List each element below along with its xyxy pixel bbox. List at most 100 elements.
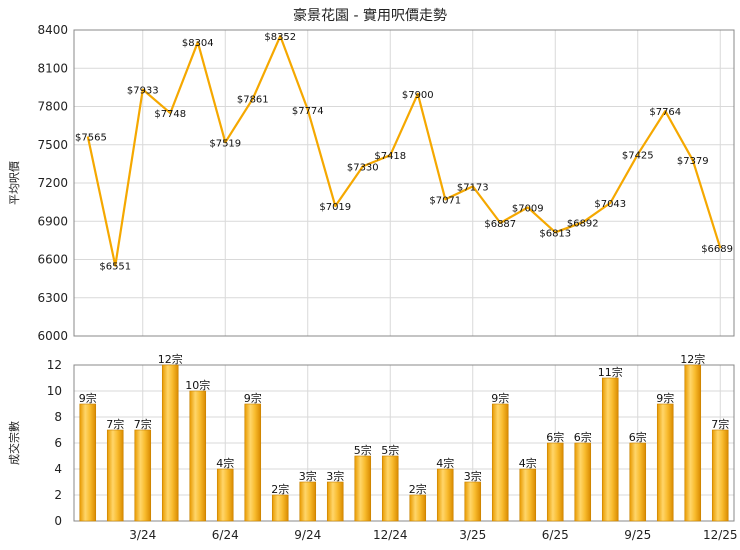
count-bar xyxy=(326,481,344,522)
count-bar xyxy=(106,429,124,522)
count-bar xyxy=(244,403,262,522)
price-data-label: $7019 xyxy=(319,202,351,213)
count-bar-label: 7宗 xyxy=(711,417,729,431)
count-bar xyxy=(601,377,619,522)
price-y-tick-label: 7800 xyxy=(37,100,68,114)
price-data-label: $7009 xyxy=(512,203,544,214)
count-bar-label: 11宗 xyxy=(598,365,623,379)
count-bar-label: 9宗 xyxy=(491,391,509,405)
count-bar-label: 6宗 xyxy=(546,430,564,444)
count-bar xyxy=(409,494,427,522)
count-bar-label: 6宗 xyxy=(574,430,592,444)
x-tick-label: 6/24 xyxy=(212,528,239,542)
count-bar xyxy=(79,403,97,522)
x-tick-label: 12/25 xyxy=(703,528,738,542)
price-data-label: $7418 xyxy=(374,151,406,162)
count-y-tick-label: 2 xyxy=(54,488,62,502)
price-data-label: $7748 xyxy=(154,109,186,120)
count-bar xyxy=(629,442,647,522)
x-tick-label: 3/25 xyxy=(459,528,486,542)
price-data-label: $7933 xyxy=(127,86,159,97)
count-y-tick-label: 4 xyxy=(54,462,62,476)
price-data-label: $7425 xyxy=(622,150,654,161)
count-bar-label: 4宗 xyxy=(216,456,234,470)
count-bar xyxy=(436,468,454,522)
count-y-tick-label: 10 xyxy=(47,384,62,398)
count-bar xyxy=(519,468,537,522)
price-chart-y-ticks: 6000 6300 6600 6900 7200 7500 7800 8100 8400 xyxy=(37,23,68,343)
price-series-line xyxy=(86,34,722,267)
price-y-tick-label: 6000 xyxy=(37,329,68,343)
count-bar xyxy=(491,403,509,522)
count-bar xyxy=(161,364,179,522)
price-data-label: $7900 xyxy=(402,90,434,101)
price-data-label: $7565 xyxy=(75,132,107,143)
count-bar xyxy=(711,429,729,522)
count-bar-label: 9宗 xyxy=(79,391,97,405)
count-bar-label: 12宗 xyxy=(680,352,705,366)
price-y-tick-label: 7200 xyxy=(37,176,68,190)
count-bar xyxy=(271,494,289,522)
price-data-label: $7861 xyxy=(237,95,269,106)
price-data-label: $7173 xyxy=(457,182,489,193)
x-tick-label: 12/24 xyxy=(373,528,408,542)
count-bar-label: 9宗 xyxy=(244,391,262,405)
price-y-tick-label: 8400 xyxy=(37,23,68,37)
count-bar-label: 10宗 xyxy=(185,378,210,392)
count-chart-ylabel: 成交宗數 xyxy=(7,421,21,465)
count-bar-label: 3宗 xyxy=(299,469,317,483)
price-y-tick-label: 8100 xyxy=(37,61,68,75)
count-y-tick-label: 8 xyxy=(54,410,62,424)
count-y-tick-label: 6 xyxy=(54,436,62,450)
count-bar xyxy=(656,403,674,522)
count-bar xyxy=(381,455,399,522)
price-data-label: $6887 xyxy=(484,219,516,230)
chart-title: 豪景花園 - 實用呎價走勢 xyxy=(293,7,447,24)
price-data-label: $7330 xyxy=(347,162,379,173)
count-bar xyxy=(189,390,207,522)
count-bar-label: 4宗 xyxy=(519,456,537,470)
count-bar xyxy=(684,364,702,522)
x-tick-label: 3/24 xyxy=(129,528,156,542)
price-data-label: $7043 xyxy=(594,199,626,210)
price-data-label: $7379 xyxy=(677,156,709,167)
count-chart-frame xyxy=(73,364,735,522)
count-bar xyxy=(464,481,482,522)
price-data-label: $6892 xyxy=(567,218,599,229)
price-data-label: $6551 xyxy=(99,262,131,273)
count-bar-label: 5宗 xyxy=(354,443,372,457)
price-y-tick-label: 7500 xyxy=(37,138,68,152)
price-data-label: $8304 xyxy=(182,38,214,49)
x-tick-label: 6/25 xyxy=(542,528,569,542)
price-data-label: $6689 xyxy=(701,244,733,255)
price-chart-frame xyxy=(73,29,735,337)
count-bar-label: 9宗 xyxy=(656,391,674,405)
count-bar-label: 2宗 xyxy=(271,482,289,496)
count-bar-label: 7宗 xyxy=(134,417,152,431)
price-y-tick-label: 6600 xyxy=(37,253,68,267)
count-bar xyxy=(134,429,152,522)
price-data-label: $7774 xyxy=(292,106,324,117)
price-y-tick-label: 6900 xyxy=(37,214,68,228)
price-data-label: $7764 xyxy=(649,107,681,118)
count-bar-label: 7宗 xyxy=(106,417,124,431)
price-data-label: $7071 xyxy=(429,195,461,206)
count-bar-label: 4宗 xyxy=(436,456,454,470)
count-bar-label: 3宗 xyxy=(464,469,482,483)
price-y-tick-label: 6300 xyxy=(37,291,68,305)
count-bar-label: 6宗 xyxy=(629,430,647,444)
count-bar-label: 3宗 xyxy=(326,469,344,483)
count-bar xyxy=(546,442,564,522)
count-bar xyxy=(574,442,592,522)
count-bar-label: 12宗 xyxy=(158,352,183,366)
price-data-label: $6813 xyxy=(539,228,571,239)
price-data-label: $8352 xyxy=(264,32,296,43)
count-bar xyxy=(354,455,372,522)
x-tick-label: 9/25 xyxy=(624,528,651,542)
price-data-label: $7519 xyxy=(209,138,241,149)
x-tick-label: 9/24 xyxy=(294,528,321,542)
count-bar-label: 5宗 xyxy=(381,443,399,457)
price-chart-ylabel: 平均呎價 xyxy=(7,161,21,205)
